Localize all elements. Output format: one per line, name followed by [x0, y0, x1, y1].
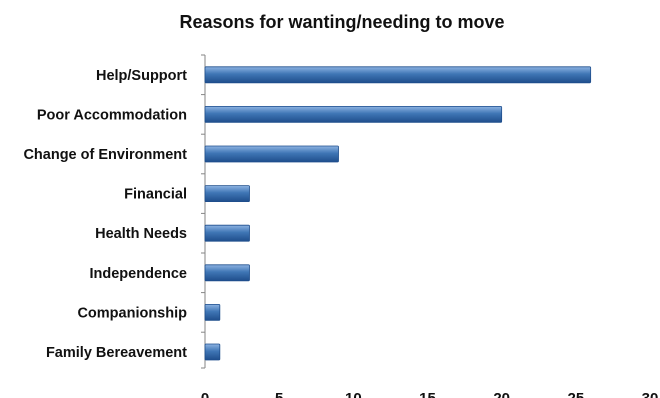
bar [204, 224, 250, 242]
category-label: Financial [124, 187, 187, 203]
category-label: Independence [90, 266, 188, 282]
bar [204, 145, 339, 163]
category-label: Change of Environment [23, 147, 187, 163]
x-tick-label: 10 [345, 390, 362, 398]
category-label: Help/Support [96, 68, 187, 84]
x-tick-label: 25 [567, 390, 584, 398]
category-label: Companionship [77, 305, 187, 321]
category-label: Family Bereavement [46, 345, 187, 361]
bar [204, 303, 221, 321]
x-tick-label: 30 [642, 390, 659, 398]
bar [204, 343, 221, 361]
category-label: Poor Accommodation [37, 107, 187, 123]
bar [204, 66, 592, 84]
category-label: Health Needs [95, 226, 187, 242]
x-tick-label: 15 [419, 390, 436, 398]
bar [204, 106, 503, 123]
x-tick-label: 5 [275, 390, 283, 398]
plot-area: Help/Support Poor Accommodation Change of … [23, 54, 659, 398]
chart-title: Reasons for wanting/needing to move [179, 12, 504, 32]
bar [204, 185, 250, 203]
bar [204, 264, 250, 282]
x-tick-label: 0 [201, 390, 209, 398]
x-tick-label: 20 [493, 390, 510, 398]
